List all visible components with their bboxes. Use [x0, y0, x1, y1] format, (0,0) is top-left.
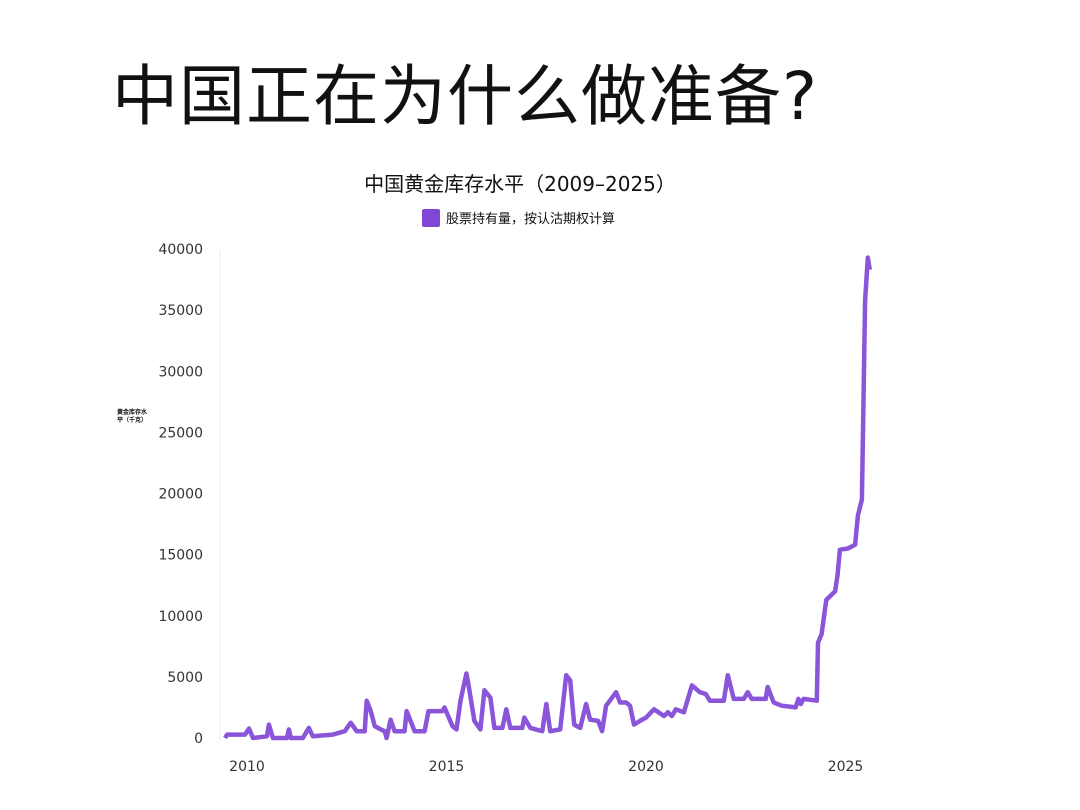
y-tick-label: 30000	[158, 364, 203, 380]
x-tick-label: 2025	[828, 759, 864, 775]
x-tick-label: 2010	[229, 759, 265, 775]
y-tick-label: 35000	[158, 303, 203, 319]
series-line	[223, 255, 873, 741]
y-tick-label: 5000	[167, 670, 203, 686]
legend-label: 股票持有量，按认沽期权计算	[446, 212, 616, 227]
chart-title: 中国黄金库存水平（2009–2025）	[364, 172, 676, 196]
y-tick-label: 0	[194, 731, 203, 747]
x-tick-label: 2020	[628, 759, 664, 775]
headline: 中国正在为什么做准备?	[112, 58, 819, 135]
legend: 股票持有量，按认沽期权计算	[422, 208, 615, 227]
y-tick-label: 15000	[158, 548, 203, 564]
y-axis-label: 黄金库存水平（千克）	[117, 409, 148, 424]
legend-swatch	[422, 208, 440, 227]
y-tick-label: 40000	[158, 242, 203, 258]
y-tick-label: 20000	[158, 487, 203, 503]
y-tick-label: 10000	[158, 609, 203, 625]
y-tick-label: 25000	[158, 425, 203, 441]
x-tick-label: 2015	[429, 759, 465, 775]
